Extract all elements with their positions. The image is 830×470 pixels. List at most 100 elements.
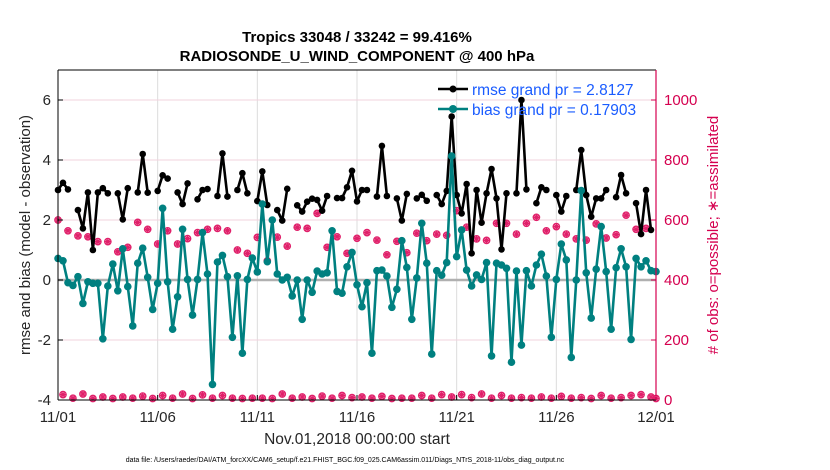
assimilated-obs-marker: [79, 390, 87, 398]
y-tick-label: 4: [43, 152, 51, 169]
y-tick-label: -2: [38, 332, 51, 349]
bias-point: [213, 258, 222, 266]
assimilated-obs-marker: [572, 235, 580, 243]
assimilated-obs-marker: [617, 394, 625, 401]
bias-point: [358, 302, 366, 311]
bias-point: [522, 266, 531, 275]
rmse-point: [518, 96, 525, 104]
bias-point: [308, 288, 316, 297]
rmse-point: [343, 184, 351, 191]
bias-point: [143, 273, 152, 282]
assimilated-obs-marker: [488, 394, 495, 402]
rmse-point: [617, 171, 625, 179]
x-tick-label: 11/26: [538, 409, 574, 426]
rmse-point: [318, 207, 326, 214]
bias-point: [114, 287, 122, 295]
bias-point: [622, 263, 630, 271]
rmse-point: [313, 196, 321, 204]
bias-point: [238, 349, 247, 358]
bias-point: [283, 273, 292, 282]
assimilated-obs-marker: [214, 225, 221, 232]
assimilated-obs-marker: [542, 227, 550, 235]
data-file-footer: data file: /Users/raeder/DAI/ATM_forcXX/…: [126, 457, 565, 464]
legend-bias-label: bias grand pr = 0.17903: [472, 102, 636, 119]
assimilated-obs-marker: [189, 395, 196, 402]
rmse-point: [478, 219, 485, 226]
assimilated-obs-marker: [104, 238, 112, 245]
rmse-point: [468, 250, 475, 257]
assimilated-obs-marker: [194, 229, 201, 236]
rmse-point: [458, 210, 465, 217]
assimilated-obs-marker: [523, 219, 530, 227]
rmse-point: [438, 200, 446, 208]
rmse-point: [64, 186, 72, 193]
assimilated-obs-marker: [413, 229, 421, 237]
rmse-point: [647, 226, 655, 234]
rmse-point: [159, 172, 166, 179]
bias-point: [353, 281, 361, 289]
bias-point: [413, 274, 421, 282]
bias-point: [363, 278, 371, 287]
rmse-point: [259, 168, 266, 175]
bias-point: [193, 275, 202, 284]
assimilated-obs-marker: [528, 394, 535, 402]
rmse-point: [293, 202, 301, 209]
rmse-point: [418, 191, 426, 199]
assimilated-obs-marker: [159, 392, 167, 399]
rmse-point: [553, 191, 560, 199]
bias-point: [422, 259, 431, 268]
y-axis-label: rmse and bias (model - observation): [17, 115, 34, 355]
assimilated-obs-marker: [199, 391, 206, 399]
bias-point: [94, 279, 102, 288]
rmse-point: [119, 216, 127, 223]
bias-point: [427, 350, 436, 358]
assimilated-obs-marker: [547, 394, 555, 402]
rmse-point: [622, 190, 630, 197]
assimilated-obs-marker: [493, 219, 500, 227]
bias-point: [532, 261, 541, 269]
assimilated-obs-marker: [368, 394, 376, 402]
rmse-point: [413, 195, 421, 202]
bias-point: [258, 200, 267, 208]
assimilated-obs-marker: [418, 392, 426, 399]
rmse-point: [303, 198, 311, 205]
bias-point: [642, 257, 650, 265]
rmse-point: [632, 199, 640, 207]
rmse-point: [612, 193, 620, 201]
assimilated-obs-marker: [258, 394, 266, 402]
bias-point: [403, 263, 411, 272]
assimilated-obs-marker: [428, 394, 436, 402]
bias-point: [228, 333, 237, 342]
assimilated-obs-marker: [513, 230, 520, 238]
rmse-point: [383, 192, 391, 200]
assimilated-obs-marker: [328, 394, 336, 402]
rmse-point: [448, 113, 455, 120]
assimilated-obs-marker: [224, 227, 231, 235]
bias-point: [537, 250, 546, 258]
assimilated-obs-marker: [69, 394, 77, 402]
x-tick-label: 11/11: [240, 409, 275, 426]
rmse-point: [114, 190, 122, 197]
y2-tick-label: 800: [664, 152, 689, 169]
assimilated-obs-marker: [94, 238, 102, 245]
assimilated-obs-marker: [433, 230, 441, 238]
bias-point: [617, 245, 625, 253]
assimilated-obs-marker: [453, 207, 461, 215]
rmse-point: [244, 190, 251, 197]
rmse-point: [214, 192, 221, 200]
rmse-point: [558, 208, 565, 215]
bias-point: [512, 267, 521, 275]
bias-point: [587, 314, 596, 322]
y-tick-label: 0: [43, 272, 51, 289]
bias-point: [148, 305, 157, 314]
rmse-point: [463, 180, 470, 188]
bias-point: [432, 266, 441, 275]
bias-point: [163, 278, 172, 286]
bias-point: [542, 272, 551, 280]
assimilated-obs-marker: [533, 213, 540, 221]
rmse-point: [533, 199, 540, 207]
rmse-point: [219, 150, 226, 157]
assimilated-obs-marker: [64, 227, 72, 235]
x-tick-label: 11/21: [438, 409, 474, 426]
y2-tick-label: 1000: [664, 92, 697, 109]
